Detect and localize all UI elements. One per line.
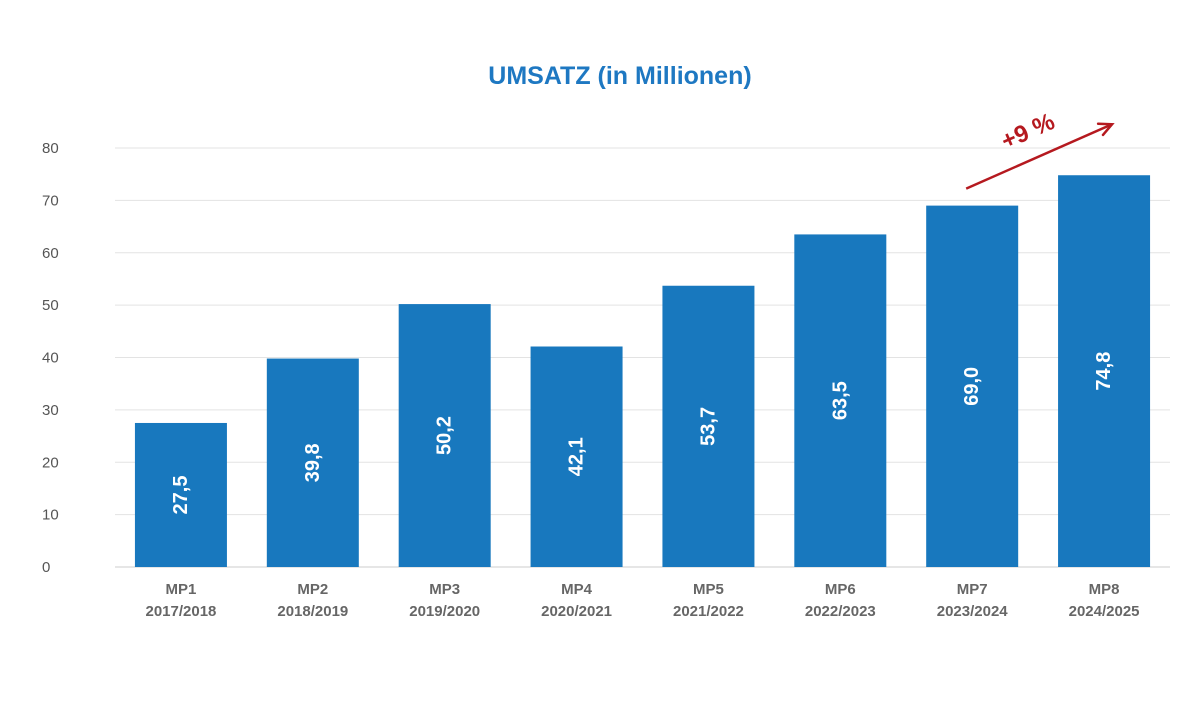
data-label: 69,0	[961, 367, 983, 406]
data-label: 53,7	[697, 407, 719, 446]
y-tick-label: 70	[42, 192, 59, 209]
x-label-name: MP4	[561, 581, 593, 598]
bar-mp2	[266, 358, 359, 567]
data-label: 74,8	[1093, 352, 1115, 391]
x-label-name: MP6	[825, 581, 856, 598]
bar-mp3	[398, 304, 491, 567]
bar-mp4	[530, 346, 623, 567]
x-label-name: MP8	[1089, 581, 1120, 598]
data-label: 63,5	[829, 381, 851, 420]
bar-mp5	[662, 285, 755, 567]
x-label-period: 2019/2020	[409, 603, 480, 620]
bar-mp8	[1058, 175, 1151, 568]
bars: 27,5 39,8 50,2 42,1 53,7 63,5 69,0 74,8	[134, 175, 1151, 568]
y-tick-label: 20	[42, 454, 59, 471]
x-label-name: MP1	[166, 581, 197, 598]
x-label-period: 2018/2019	[277, 603, 348, 620]
y-tick-label: 50	[42, 297, 59, 314]
x-label-name: MP5	[693, 581, 724, 598]
x-axis-labels: MP1 2017/2018 MP2 2018/2019 MP3 2019/2020 MP4 2…	[145, 581, 1139, 620]
x-label-period: 2020/2021	[541, 603, 612, 620]
y-tick-label: 40	[42, 350, 59, 367]
y-tick-label: 30	[42, 402, 59, 419]
bar-mp7	[926, 205, 1019, 568]
x-label-name: MP3	[429, 581, 460, 598]
x-label-period: 2024/2025	[1069, 603, 1140, 620]
y-axis-ticks: 0 10 20 30 40 50 60 70 80	[42, 140, 59, 576]
chart-title: UMSATZ (in Millionen)	[488, 62, 751, 90]
y-tick-label: 0	[42, 559, 50, 576]
growth-arrow-line	[965, 123, 1113, 190]
x-label-period: 2022/2023	[805, 603, 876, 620]
data-label: 39,8	[302, 443, 324, 482]
y-tick-label: 10	[42, 507, 59, 524]
y-tick-label: 80	[42, 140, 59, 157]
data-label: 50,2	[434, 416, 456, 455]
x-label-period: 2021/2022	[673, 603, 744, 620]
y-tick-label: 60	[42, 245, 59, 262]
x-label-period: 2017/2018	[145, 603, 216, 620]
x-label-name: MP2	[297, 581, 328, 598]
growth-arrow-head	[1096, 122, 1115, 137]
data-label: 27,5	[170, 476, 192, 515]
bar-mp6	[794, 234, 887, 567]
data-label: 42,1	[566, 437, 588, 476]
x-label-period: 2023/2024	[937, 603, 1009, 620]
x-label-name: MP7	[957, 581, 988, 598]
bar-mp1	[134, 422, 227, 567]
